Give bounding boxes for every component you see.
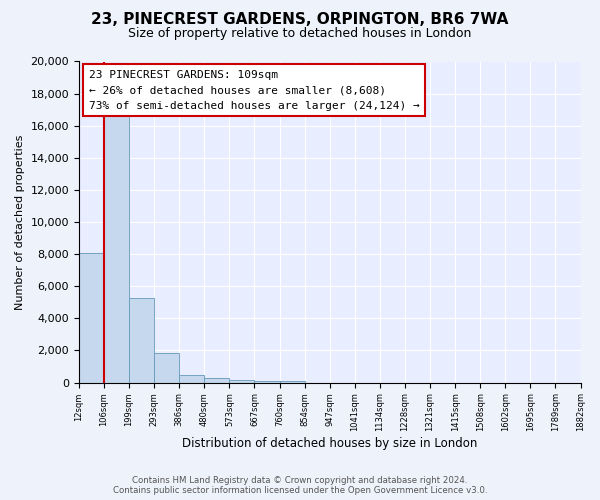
X-axis label: Distribution of detached houses by size in London: Distribution of detached houses by size … — [182, 437, 478, 450]
Bar — [229, 380, 254, 382]
Bar — [154, 353, 179, 382]
Text: Contains HM Land Registry data © Crown copyright and database right 2024.
Contai: Contains HM Land Registry data © Crown c… — [113, 476, 487, 495]
Y-axis label: Number of detached properties: Number of detached properties — [15, 134, 25, 310]
Bar — [129, 298, 154, 382]
Text: 23 PINECREST GARDENS: 109sqm
← 26% of detached houses are smaller (8,608)
73% of: 23 PINECREST GARDENS: 109sqm ← 26% of de… — [89, 70, 419, 110]
Bar — [254, 381, 280, 382]
Bar — [179, 374, 205, 382]
Bar — [104, 116, 129, 382]
Text: Size of property relative to detached houses in London: Size of property relative to detached ho… — [128, 28, 472, 40]
Bar — [79, 252, 104, 382]
Bar — [205, 378, 229, 382]
Text: 23, PINECREST GARDENS, ORPINGTON, BR6 7WA: 23, PINECREST GARDENS, ORPINGTON, BR6 7W… — [91, 12, 509, 28]
